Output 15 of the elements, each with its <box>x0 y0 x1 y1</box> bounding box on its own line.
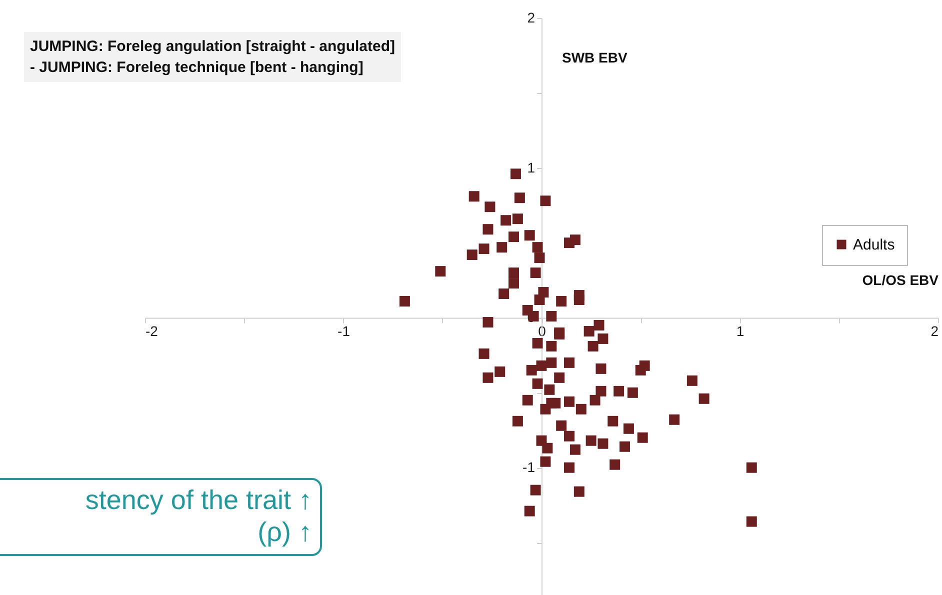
x-tick-label: 1 <box>736 323 744 340</box>
y-axis-title: SWB EBV <box>562 50 628 66</box>
callout-box: stency of the trait ↑ (ρ) ↑ <box>0 478 322 556</box>
text: JUMPING: Foreleg angulation [straight - angulated] <box>30 37 396 57</box>
y-tick-label: 1 <box>527 159 536 176</box>
x-tick-label: 2 <box>930 323 939 340</box>
legend-label: Adults <box>853 236 895 254</box>
y-tick-label: -1 <box>522 459 536 476</box>
x-tick-label: -1 <box>338 323 350 340</box>
annotation: (ρ) ↑ <box>256 516 312 548</box>
y-tick-label: 2 <box>527 10 536 26</box>
text: - JUMPING: Foreleg technique [bent - hanging] <box>30 58 364 78</box>
x-tick-label: -2 <box>146 323 158 340</box>
x-axis-title: OL/OS EBV <box>862 272 940 288</box>
annotation: stency of the trait ↑ <box>84 484 312 516</box>
